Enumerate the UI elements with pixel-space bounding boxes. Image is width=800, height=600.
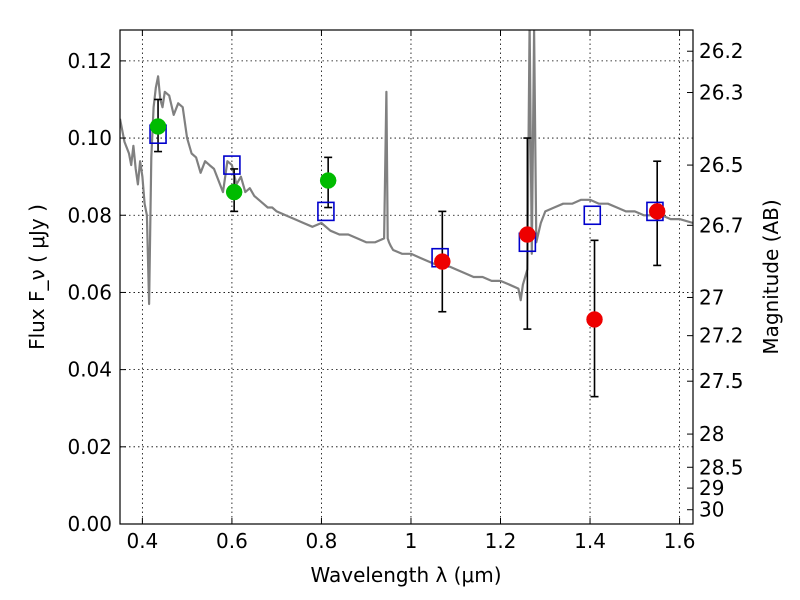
model-photometry-square <box>317 201 335 222</box>
x-tick-label: 1.6 <box>664 529 696 553</box>
spectrum-line <box>120 30 693 306</box>
gridlines <box>120 30 693 524</box>
model-photometry-square <box>583 205 602 226</box>
x-tick-label: 0.8 <box>306 529 338 553</box>
y2-tick-label: 27.2 <box>699 324 744 348</box>
x-tick-label: 1.2 <box>485 529 517 553</box>
y-tick-label: 0.06 <box>67 280 112 304</box>
y-axis-label: Flux F_ν ( μJy ) <box>25 204 49 350</box>
y2-tick-label: 28 <box>699 422 724 446</box>
y-ticks: 0.00 0.02 0.04 0.06 0.08 0.10 0.12 <box>67 49 126 536</box>
y-tick-label: 0.10 <box>67 126 112 150</box>
y-tick-label: 0.02 <box>67 435 112 459</box>
observed-point <box>586 311 603 328</box>
observed-point <box>319 172 337 189</box>
observed-points <box>149 118 666 328</box>
y2-tick-label: 26.3 <box>699 81 744 105</box>
model-spectrum <box>120 30 693 306</box>
error-bars <box>154 98 662 398</box>
observed-point <box>648 203 666 220</box>
y2-tick-label: 27.5 <box>699 369 744 393</box>
x-tick-label: 1 <box>405 529 418 553</box>
plot-frame <box>119 29 694 525</box>
y-tick-label: 0.04 <box>67 358 112 382</box>
y2-tick-label: 27 <box>699 285 724 309</box>
observed-point <box>434 253 451 270</box>
model-photometry-square <box>223 155 241 175</box>
y2-tick-label: 26.2 <box>699 39 744 63</box>
observed-point <box>519 226 536 243</box>
y-tick-label: 0.08 <box>67 203 112 227</box>
y2-tick-label: 30 <box>699 498 724 522</box>
observed-point <box>149 118 167 135</box>
y2-tick-label: 28.5 <box>699 455 744 479</box>
observed-point <box>225 183 243 201</box>
y2-tick-label: 26.5 <box>699 153 744 177</box>
x-ticks: 0.4 0.6 0.8 1 1.2 1.4 1.6 <box>126 30 695 553</box>
x-axis-label: Wavelength λ (μm) <box>310 563 501 587</box>
x-tick-label: 1.4 <box>574 529 606 553</box>
y2-axis-label: Magnitude (AB) <box>759 199 783 354</box>
y-tick-label: 0.00 <box>67 512 112 536</box>
x-tick-label: 0.6 <box>216 529 248 553</box>
y2-tick-label: 26.7 <box>699 213 744 237</box>
y2-tick-label: 29 <box>699 476 724 500</box>
y-tick-label: 0.12 <box>67 49 112 73</box>
x-tick-label: 0.4 <box>126 529 158 553</box>
